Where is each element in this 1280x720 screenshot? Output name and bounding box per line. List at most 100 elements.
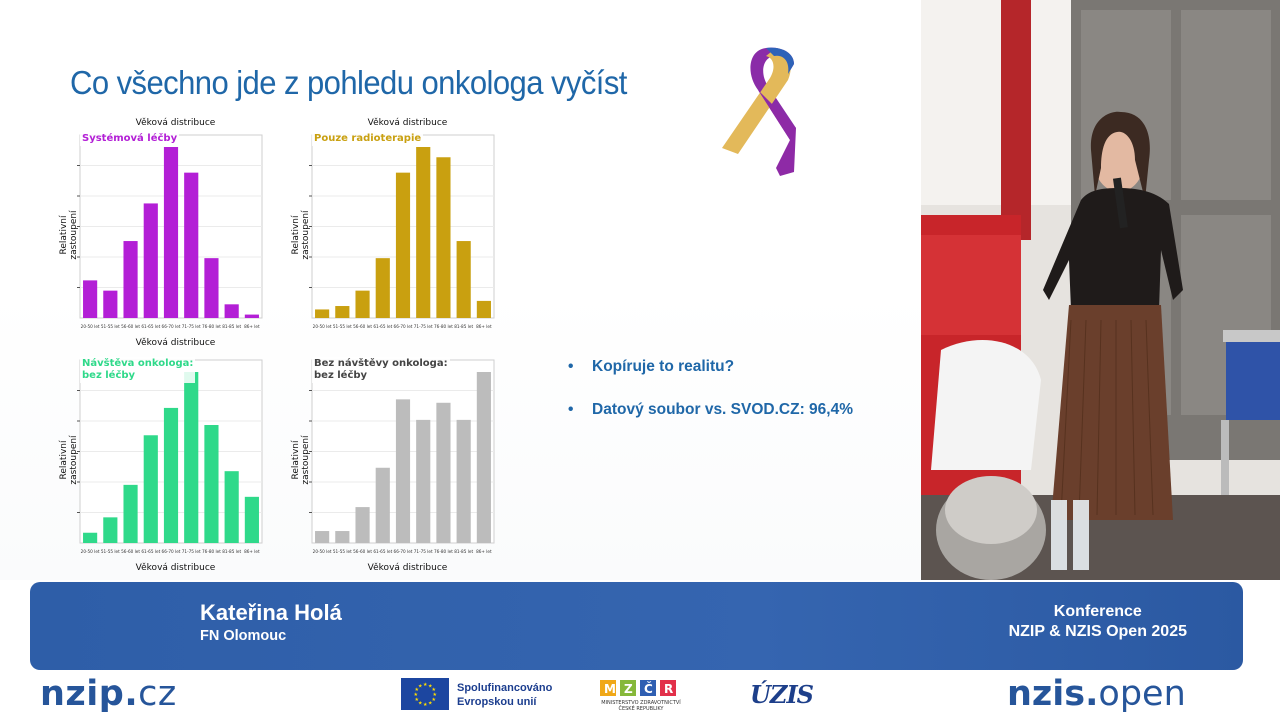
legend-label: Pouze radioterapie (314, 133, 422, 144)
chart-plot: 20-50 let 51-55 let 56-60 let 61-65 let 66-7… (77, 134, 263, 329)
chart-legend: Systémová léčby (80, 132, 180, 146)
lower-third-banner: Kateřina Holá FN Olomouc Konference NZIP… (30, 582, 1243, 670)
x-tick-label: 81-85 let (222, 324, 241, 329)
bar-6165let (375, 258, 390, 318)
svg-text:Z: Z (624, 682, 633, 696)
bar-5155let (103, 517, 118, 543)
uzis-logo: ÚZIS (750, 680, 814, 709)
svg-text:★: ★ (415, 687, 420, 693)
nzip-logo-main: nzip (40, 674, 125, 714)
eu-cofunding-text: Spolufinancováno Evropskou unií (457, 681, 552, 709)
nzis-open-logo: nzis.open (1007, 674, 1186, 714)
bar-5660let (355, 290, 370, 318)
x-tick-label: 86+ let (244, 324, 260, 329)
speaker-name: Kateřina Holá (200, 600, 342, 625)
chart-radiotherapy-only: Věková distribuce Relativní zastoupení 2… (291, 118, 530, 346)
bar-6670let (395, 399, 411, 543)
x-tick-label: 61-65 let (141, 549, 160, 554)
x-tick-label: 81-85 let (454, 549, 473, 554)
chart-legend: Bez návštěvy onkologa: bez léčby (312, 357, 450, 383)
svg-text:★: ★ (418, 701, 423, 707)
bar-5660let (123, 484, 138, 543)
legend-label-line1: Návštěva onkologa: (82, 358, 194, 369)
legend-label-line2: bez léčby (314, 370, 368, 381)
x-tick-label: 81-85 let (222, 549, 241, 554)
slide-title: Co všechno jde z pohledu onkologa vyčíst (70, 64, 627, 101)
x-tick-label: 71-75 let (414, 549, 433, 554)
x-tick-label: 51-55 let (101, 324, 120, 329)
bar-2050let (83, 280, 98, 318)
x-tick-label: 51-55 let (333, 549, 352, 554)
x-tick-label: 76-80 let (202, 549, 221, 554)
bar-6670let (395, 172, 411, 318)
bar-7175let (184, 172, 199, 318)
event-name: Konference NZIP & NZIS Open 2025 (1009, 602, 1187, 642)
bar-6165let (375, 467, 390, 543)
bar-86+let (244, 314, 259, 318)
x-tick-label: 76-80 let (434, 324, 453, 329)
bar-7175let (184, 372, 199, 543)
bar-7175let (416, 147, 431, 318)
bar-86+let (476, 300, 491, 318)
eu-flag-icon: ★ ★ ★ ★ ★ ★ ★ ★ ★ ★ ★ ★ (401, 678, 449, 710)
svg-text:★: ★ (432, 697, 437, 703)
x-tick-label: 66-70 let (162, 549, 181, 554)
x-tick-label: 76-80 let (202, 324, 221, 329)
bullet-item: Kopíruje to realitu? (568, 358, 853, 376)
svg-text:★: ★ (428, 684, 433, 690)
bullet-list: Kopíruje to realitu? Datový soubor vs. S… (568, 358, 853, 444)
x-tick-label: 56-60 let (353, 324, 372, 329)
bullet-item: Datový soubor vs. SVOD.CZ: 96,4% (568, 401, 853, 419)
x-tick-label: 51-55 let (333, 324, 352, 329)
bar-5660let (355, 507, 370, 543)
nzis-logo-main: nzis (1007, 674, 1086, 714)
x-tick-label: 61-65 let (373, 324, 392, 329)
x-tick-label: 81-85 let (454, 324, 473, 329)
x-axis-label: Věková distribuce (135, 338, 216, 348)
svg-text:M: M (604, 682, 616, 696)
svg-text:★: ★ (418, 684, 423, 690)
bar-7680let (204, 258, 219, 318)
mz-line-2: ČESKÉ REPUBLIKY (618, 706, 664, 712)
nzis-logo-tld: open (1098, 674, 1186, 714)
chart-plot: 20-50 let 51-55 let 56-60 let 61-65 let 66-7… (309, 359, 495, 554)
chart-oncologist-visit-no-treatment: Relativní zastoupení 20-50 let 51-55 let 5… (59, 345, 298, 573)
nzip-logo: nzip.cz (40, 674, 177, 714)
bar-7680let (204, 425, 219, 543)
bar-8185let (224, 471, 239, 543)
nzis-logo-dot: . (1085, 674, 1099, 714)
bar-6670let (163, 407, 179, 543)
x-tick-label: 20-50 let (81, 324, 100, 329)
svg-text:★: ★ (423, 682, 428, 688)
x-tick-label: 71-75 let (414, 324, 433, 329)
bar-86+let (476, 372, 491, 543)
svg-text:Č: Č (644, 681, 653, 696)
x-axis-label: Věková distribuce (367, 563, 448, 573)
bar-7175let (416, 419, 431, 543)
nzip-logo-dot: . (124, 674, 139, 714)
bar-2050let (83, 532, 98, 543)
svg-text:R: R (664, 682, 673, 696)
x-tick-label: 61-65 let (373, 549, 392, 554)
bar-5155let (335, 306, 350, 318)
x-tick-label: 56-60 let (353, 549, 372, 554)
svg-text:★: ★ (433, 692, 438, 698)
event-line-1: Konference (1053, 603, 1142, 620)
x-tick-label: 51-55 let (101, 549, 120, 554)
bar-5155let (335, 531, 350, 543)
bar-8185let (456, 241, 471, 318)
bar-5660let (123, 241, 138, 318)
event-line-2: NZIP & NZIS Open 2025 (1008, 623, 1187, 640)
nzip-logo-tld: cz (138, 674, 177, 714)
chart-legend: Pouze radioterapie (312, 132, 424, 146)
awareness-ribbon-icon (722, 47, 796, 176)
x-tick-label: 66-70 let (394, 549, 413, 554)
bar-86+let (244, 496, 259, 543)
svg-text:★: ★ (432, 687, 437, 693)
bar-6670let (163, 147, 179, 318)
svg-text:★: ★ (423, 702, 428, 708)
chart-legend: Návštěva onkologa: bez léčby (80, 357, 196, 383)
speaker-camera-feed (921, 0, 1280, 580)
x-tick-label: 20-50 let (313, 324, 332, 329)
